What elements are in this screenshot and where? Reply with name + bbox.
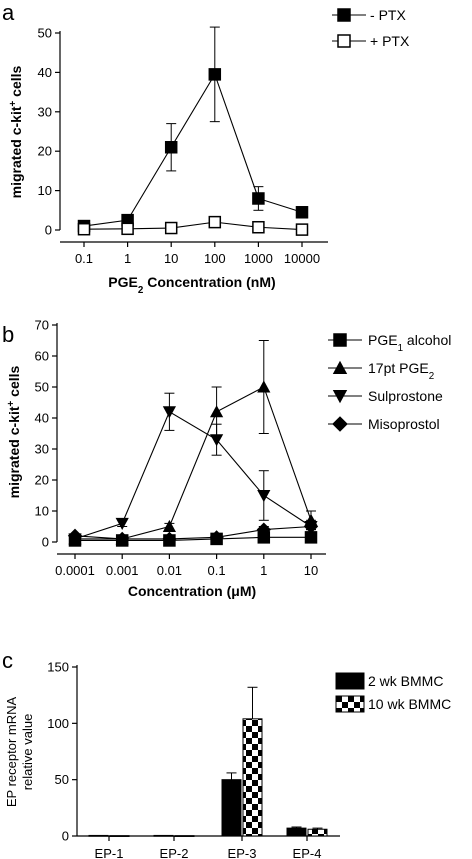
panel-b-y-tick-label: 60 — [35, 349, 49, 364]
panel-b-data-point — [115, 531, 130, 547]
panel-a-letter: a — [2, 0, 15, 25]
panel-b-data-point — [162, 519, 176, 532]
panel-a-x-tick-label: 1000 — [244, 251, 273, 266]
panel-b-x-axis-label: Concentration (μM) — [128, 583, 256, 599]
panel-b-y-tick-label: 10 — [35, 504, 49, 519]
panel-b-x-tick-label: 0.0001 — [55, 563, 95, 578]
panel-a-x-tick-label: 0.1 — [75, 251, 93, 266]
panel-a-y-tick-label: 50 — [38, 26, 52, 41]
panel-a-data-point — [252, 192, 265, 205]
panel-a-data-point — [121, 222, 134, 236]
panel-c-legend-swatch — [335, 695, 365, 713]
panel-a-x-tick-label: 10 — [164, 251, 178, 266]
panel-c-legend-label: 10 wk BMMC — [368, 696, 451, 712]
panel-b-y-tick-label: 50 — [35, 380, 49, 395]
panel-c-x-tick-label: EP-2 — [160, 846, 189, 859]
panel-b-legend-marker — [332, 416, 348, 432]
panel-b-legend-label: Misoprostol — [368, 416, 440, 432]
panel-b-series-line — [75, 386, 312, 540]
panel-a-data-point — [164, 141, 178, 154]
panel-c-x-tick-label: EP-3 — [228, 846, 257, 859]
panel-b-legend-marker — [332, 360, 348, 374]
panel-b-data-point — [210, 434, 224, 447]
panel-b-data-point — [303, 519, 319, 534]
panel-b-legend-label: 17pt PGE2 — [368, 360, 434, 382]
panel-b-series-line — [74, 411, 312, 540]
panel-a-y-tick-label: 30 — [38, 104, 52, 119]
panel-a-y-tick-label: 0 — [45, 223, 52, 238]
panel-a-data-point — [295, 206, 309, 219]
panel-c-bar — [286, 827, 307, 837]
panel-b-series-line — [75, 536, 311, 542]
panel-a-y-tick-label: 20 — [38, 144, 52, 159]
panel-b-series-line — [74, 525, 312, 540]
panel-c-y-tick-label: 100 — [47, 716, 69, 731]
panel-a-legend-marker — [337, 8, 351, 22]
panel-c-bar — [109, 835, 130, 837]
panel-c-y-tick-label: 150 — [47, 660, 69, 675]
panel-b-y-tick-label: 70 — [35, 318, 49, 333]
panel-a-data-point — [295, 223, 309, 236]
panel-c-bar — [307, 828, 328, 837]
panel-c-y-tick-label: 0 — [62, 829, 69, 844]
panel-a-chart: a migrated c-kit+ cells PGE2 Concentrati… — [2, 0, 410, 296]
panel-b-x-tick-label: 1 — [260, 563, 267, 578]
panel-a-y-axis-label: migrated c-kit+ cells — [8, 65, 25, 198]
panel-a-data-point — [252, 220, 265, 234]
panel-a-data-point — [164, 221, 178, 235]
panel-a-legend-marker — [337, 34, 351, 48]
panel-b-y-axis-label: migrated c-kit+ cells — [6, 365, 23, 498]
panel-c-letter: c — [2, 648, 13, 673]
panel-a-legend-label: + PTX — [370, 33, 410, 49]
panel-c-bar — [174, 835, 195, 837]
panel-b-y-tick-label: 30 — [35, 442, 49, 457]
panel-b-data-point — [257, 490, 271, 503]
panel-c-y-tick-label: 50 — [55, 772, 69, 787]
panel-b-x-tick-label: 0.1 — [208, 563, 226, 578]
panel-b-chart: b migrated c-kit+ cells Concentration (μ… — [2, 318, 451, 600]
panel-a-x-tick-label: 10000 — [284, 251, 320, 266]
panel-b-data-point — [162, 406, 176, 419]
panel-c-y-axis-label: EP receptor mRNArelative value — [4, 697, 35, 808]
panel-a-legend-label: - PTX — [370, 7, 406, 23]
panel-a-data-point — [77, 222, 91, 236]
panel-a-y-tick-label: 10 — [38, 183, 52, 198]
panel-b-legend-marker — [333, 333, 347, 347]
panel-b-data-point — [115, 517, 129, 530]
panel-c-bar — [153, 834, 174, 837]
panel-c-x-tick-label: EP-4 — [293, 846, 322, 859]
panel-b-letter: b — [2, 322, 14, 347]
panel-b-y-tick-label: 20 — [35, 473, 49, 488]
panel-b-y-tick-label: 0 — [42, 535, 49, 550]
panel-c-legend-swatch — [335, 672, 365, 690]
panel-b-x-tick-label: 0.001 — [106, 563, 139, 578]
panel-b-data-point — [209, 530, 224, 545]
panel-b-legend-label: Sulprostone — [368, 388, 443, 404]
panel-b-data-point — [210, 405, 224, 418]
panel-a-x-tick-label: 1 — [124, 251, 131, 266]
panel-b-x-tick-label: 0.01 — [157, 563, 182, 578]
panel-c-bar — [88, 834, 109, 837]
panel-a-data-point — [208, 215, 222, 229]
panel-a-y-tick-label: 40 — [38, 65, 52, 80]
panel-a-x-axis-label: PGE2 Concentration (nM) — [108, 274, 275, 296]
panel-b-legend-marker — [332, 390, 348, 404]
panel-c-legend-label: 2 wk BMMC — [368, 673, 443, 689]
panel-c-chart: c EP receptor mRNArelative value 0 50 100 1… — [2, 648, 451, 859]
panel-a-data-point — [208, 68, 222, 81]
panel-b-legend-label: PGE1 alcohol — [368, 332, 451, 354]
panel-b-data-point — [162, 531, 177, 547]
panel-b-y-tick-label: 40 — [35, 411, 49, 426]
panel-c-bar — [242, 718, 263, 837]
panel-a-x-tick-label: 100 — [204, 251, 226, 266]
panel-b-x-tick-label: 10 — [304, 563, 318, 578]
panel-c-bar — [221, 779, 242, 837]
panel-b-data-point — [256, 522, 271, 537]
panel-a-series-line — [83, 221, 303, 231]
panel-b-data-point — [67, 528, 83, 543]
panel-c-x-tick-label: EP-1 — [95, 846, 124, 859]
panel-b-data-point — [257, 380, 271, 393]
panel-a-series-line — [83, 73, 303, 227]
